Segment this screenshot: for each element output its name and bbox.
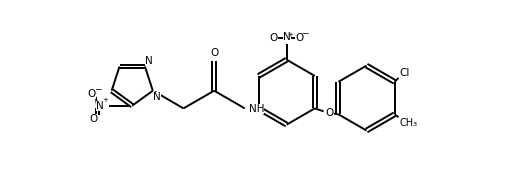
- Text: N: N: [283, 32, 290, 42]
- Text: CH₃: CH₃: [399, 118, 418, 128]
- Text: N: N: [145, 56, 153, 66]
- Text: O: O: [90, 114, 98, 124]
- Text: +: +: [102, 97, 109, 103]
- Text: O: O: [88, 89, 96, 99]
- Text: O: O: [210, 48, 218, 58]
- Text: Cl: Cl: [399, 68, 410, 78]
- Text: O: O: [326, 108, 334, 118]
- Text: +: +: [288, 32, 294, 38]
- Text: N: N: [96, 101, 104, 111]
- Text: N: N: [153, 92, 161, 102]
- Text: O: O: [270, 33, 278, 43]
- Text: −: −: [301, 29, 308, 38]
- Text: O: O: [295, 33, 304, 43]
- Text: NH: NH: [249, 104, 264, 114]
- Text: −: −: [93, 84, 101, 93]
